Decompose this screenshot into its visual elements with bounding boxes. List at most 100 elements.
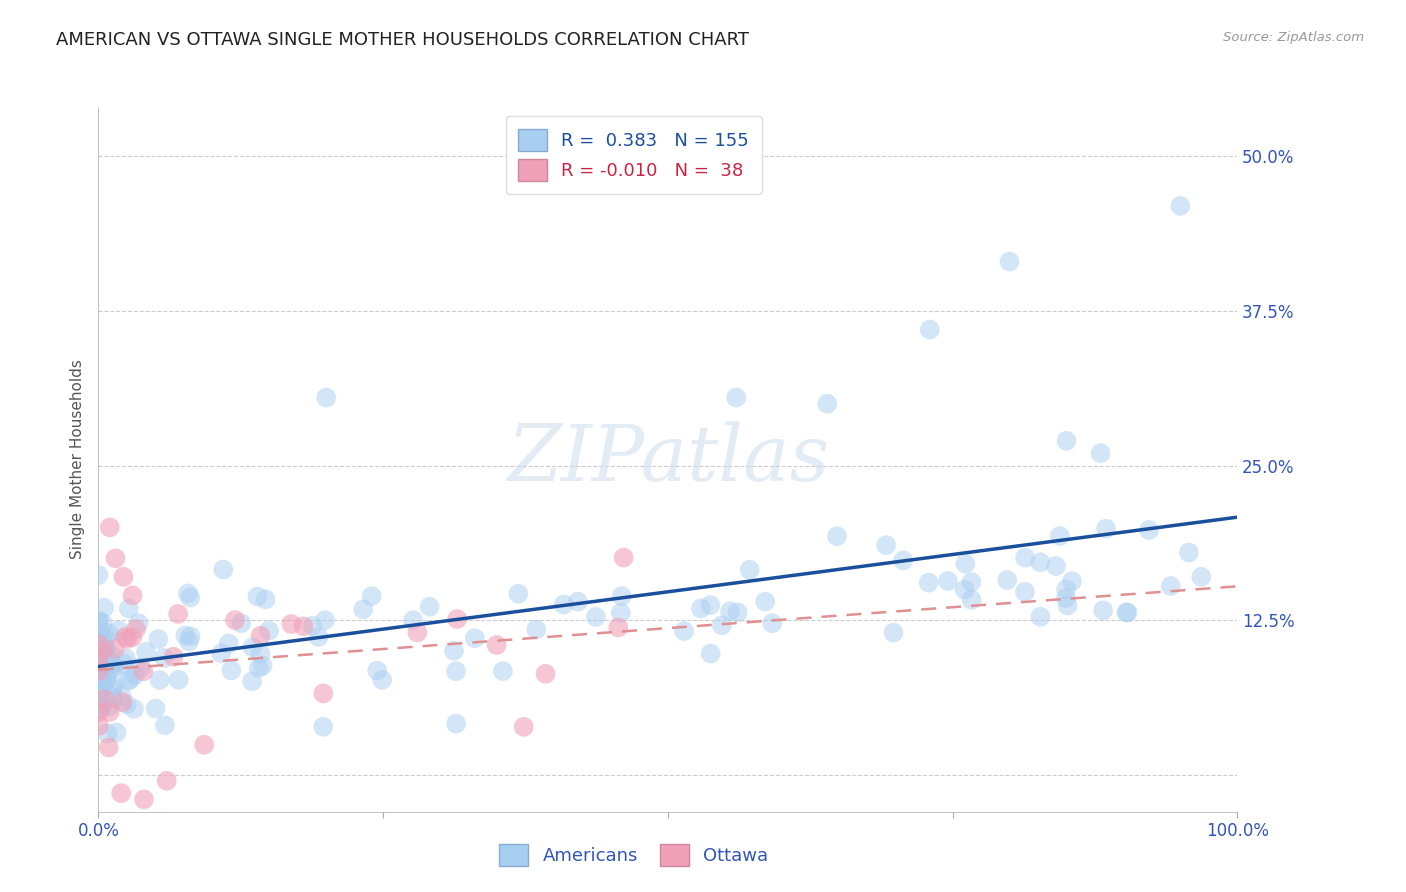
Point <box>90 700 112 714</box>
Point <box>240 674 263 689</box>
Point <box>91 677 114 691</box>
Point <box>101 681 124 696</box>
Point <box>93 663 115 677</box>
Point <box>534 666 557 681</box>
Text: ZIPatlas: ZIPatlas <box>506 421 830 498</box>
Point <box>98 520 121 534</box>
Point <box>179 629 201 643</box>
Point <box>87 656 110 670</box>
Point <box>825 529 848 543</box>
Point <box>98 699 121 714</box>
Point <box>89 624 111 639</box>
Point <box>193 738 215 752</box>
Point <box>87 705 110 719</box>
Point <box>960 592 983 607</box>
Point <box>121 588 143 602</box>
Point <box>1056 599 1078 613</box>
Point <box>1178 545 1201 559</box>
Point <box>610 606 633 620</box>
Point <box>1054 582 1077 597</box>
Point <box>1049 529 1071 543</box>
Point <box>93 646 115 660</box>
Point <box>917 575 939 590</box>
Point <box>485 638 508 652</box>
Point <box>1045 559 1067 574</box>
Point <box>221 664 243 678</box>
Point <box>1092 603 1115 617</box>
Point <box>249 647 271 661</box>
Point <box>87 686 110 700</box>
Point <box>1029 609 1052 624</box>
Point <box>118 601 141 615</box>
Point <box>252 658 274 673</box>
Point <box>710 618 733 632</box>
Point <box>524 623 547 637</box>
Point <box>960 575 983 590</box>
Point <box>89 684 111 698</box>
Point <box>1090 446 1112 460</box>
Point <box>254 592 277 607</box>
Point <box>512 720 534 734</box>
Point <box>96 668 118 682</box>
Point <box>103 661 125 675</box>
Point <box>882 625 904 640</box>
Point <box>91 674 114 689</box>
Point <box>936 574 959 588</box>
Point <box>1170 199 1192 213</box>
Point <box>613 550 636 565</box>
Point <box>464 632 486 646</box>
Point <box>114 630 136 644</box>
Point <box>1029 555 1052 569</box>
Point <box>167 673 190 687</box>
Point <box>153 718 176 732</box>
Point <box>87 693 110 707</box>
Point <box>91 632 114 646</box>
Point <box>135 645 157 659</box>
Point <box>371 673 394 687</box>
Point <box>280 617 302 632</box>
Point <box>145 701 167 715</box>
Point <box>87 568 110 582</box>
Point <box>149 673 172 688</box>
Point <box>314 613 336 627</box>
Point <box>89 636 111 650</box>
Point <box>94 660 117 674</box>
Point <box>366 664 388 678</box>
Point <box>174 628 197 642</box>
Point <box>89 629 111 643</box>
Point <box>87 654 110 668</box>
Point <box>301 619 323 633</box>
Point <box>585 610 607 624</box>
Point <box>444 664 467 678</box>
Point <box>492 664 515 678</box>
Point <box>115 651 138 665</box>
Point <box>103 657 125 671</box>
Point <box>117 632 139 646</box>
Point <box>104 641 127 656</box>
Point <box>94 640 117 655</box>
Point <box>87 637 110 651</box>
Point <box>918 322 941 336</box>
Point <box>1095 522 1118 536</box>
Point <box>240 640 263 654</box>
Point <box>1137 523 1160 537</box>
Text: Source: ZipAtlas.com: Source: ZipAtlas.com <box>1223 31 1364 45</box>
Point <box>955 557 977 571</box>
Point <box>112 570 135 584</box>
Point <box>444 716 467 731</box>
Point <box>100 657 122 672</box>
Point <box>87 675 110 690</box>
Point <box>610 589 633 603</box>
Point <box>1060 574 1083 589</box>
Point <box>352 602 374 616</box>
Point <box>312 720 335 734</box>
Point <box>1160 579 1182 593</box>
Point <box>90 680 112 694</box>
Point <box>112 657 135 671</box>
Point <box>508 587 530 601</box>
Point <box>148 632 170 646</box>
Legend: Americans, Ottawa: Americans, Ottawa <box>492 837 775 873</box>
Point <box>125 622 148 636</box>
Point <box>1115 605 1137 619</box>
Point <box>406 625 429 640</box>
